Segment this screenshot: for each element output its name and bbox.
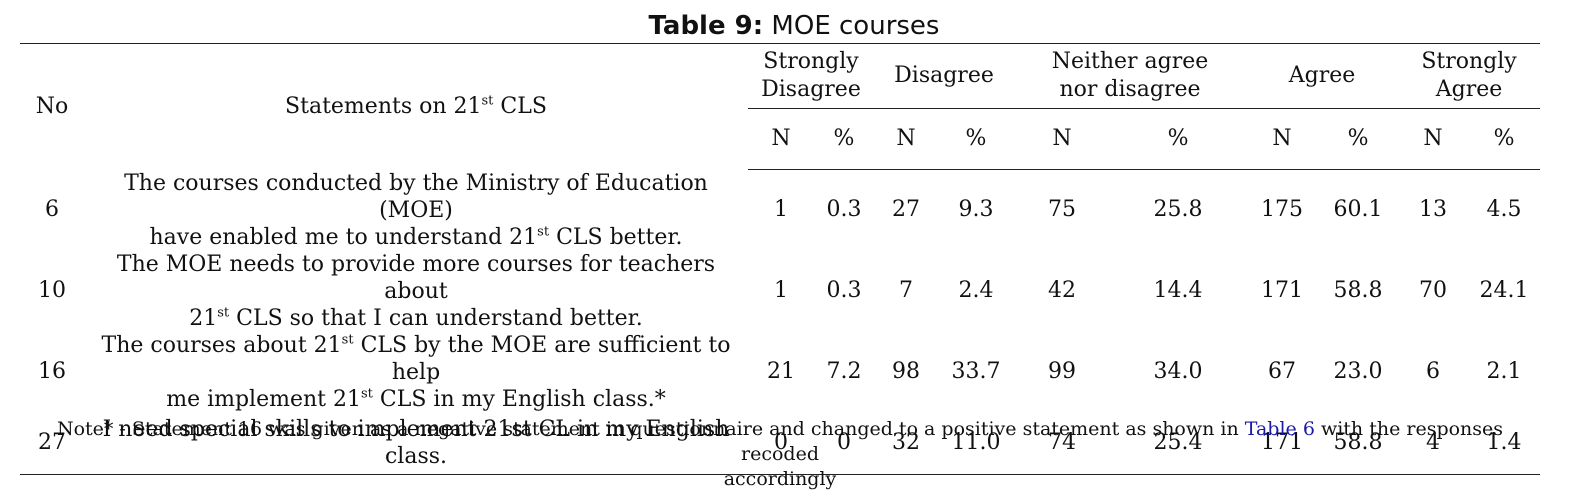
cell-value: 67 <box>1268 359 1297 384</box>
cell-value: 13 <box>1419 197 1448 223</box>
row-statement: The MOE needs to provide more courses fo… <box>116 251 716 331</box>
cell-value: 21 <box>767 359 795 384</box>
cell-value: 1.4 <box>1468 412 1541 475</box>
header-no: No <box>20 43 84 170</box>
sub-header: % <box>1110 108 1247 170</box>
table-row: 6 The courses conducted by the Ministry … <box>20 170 1540 251</box>
row-statement: I need special skills to implement 21st … <box>84 412 748 475</box>
cell-value: 0 <box>748 412 814 475</box>
sub-header: % <box>814 108 874 170</box>
header-statements: Statements on 21st CLS <box>84 43 748 170</box>
cell-value: 25.4 <box>1110 412 1247 475</box>
cell-value: 32 <box>874 412 938 475</box>
row-no: 10 <box>38 278 66 303</box>
table-row: 16 The courses about 21st CLS by the MOE… <box>20 332 1540 413</box>
cell-value: 58.8 <box>1318 412 1399 475</box>
cell-value: 23.0 <box>1333 359 1383 384</box>
row-no: 6 <box>45 197 59 222</box>
header-strongly-agree: Strongly Agree <box>1398 43 1541 109</box>
cell-value: 33.7 <box>951 359 1001 384</box>
table-caption: Table 9: MOE courses <box>0 8 1588 44</box>
header-strongly-disagree: Strongly Disagree <box>748 43 874 109</box>
row-no: 27 <box>20 412 84 475</box>
cell-value: 24.1 <box>1479 278 1529 303</box>
cell-value: 98 <box>892 359 920 384</box>
header-row-groups: No Statements on 21st CLS Strongly Disag… <box>20 43 1541 170</box>
sub-header: N <box>748 108 814 170</box>
row-statement: The courses conducted by the Ministry of… <box>124 170 708 250</box>
row-no: 16 <box>38 359 66 384</box>
cell-value: 2.4 <box>958 278 994 303</box>
cell-value: 1 <box>774 278 788 303</box>
table-note: Note* - Statement 16 was given as a nega… <box>56 418 1504 490</box>
sub-header: N <box>1398 108 1469 170</box>
cell-value: 60.1 <box>1333 197 1383 223</box>
cell-value: 171 <box>1261 278 1304 303</box>
cell-value: 70 <box>1419 278 1448 303</box>
cell-value: 2.1 <box>1486 359 1522 384</box>
cell-value: 75 <box>1048 197 1077 223</box>
cell-value: 34.0 <box>1153 359 1203 384</box>
header-neither: Neither agree nor disagree <box>1014 43 1247 109</box>
cell-value: 7.2 <box>826 359 862 384</box>
table-row: 10 The MOE needs to provide more courses… <box>20 251 1540 332</box>
table-row: 27 I need special skills to implement 21… <box>20 412 1541 475</box>
cell-value: 74 <box>1014 412 1111 475</box>
header-agree: Agree <box>1246 43 1399 109</box>
cell-value: 11.0 <box>938 412 1015 475</box>
sub-header: % <box>938 108 1015 170</box>
cell-value: 175 <box>1261 197 1304 223</box>
cell-value: 58.8 <box>1333 278 1383 303</box>
sub-header: N <box>1014 108 1111 170</box>
table-title: MOE courses <box>771 11 940 41</box>
cell-value: 1 <box>774 197 788 223</box>
cell-value: 25.8 <box>1153 197 1203 223</box>
moe-courses-table: No Statements on 21st CLS Strongly Disag… <box>20 43 1541 475</box>
cell-value: 0.3 <box>826 197 862 223</box>
cell-value: 4 <box>1398 412 1469 475</box>
cell-value: 27 <box>892 197 920 223</box>
sub-header: % <box>1318 108 1399 170</box>
cell-value: 9.3 <box>958 197 994 223</box>
cell-value: 7 <box>899 278 913 303</box>
table-6-link[interactable]: Table 6 <box>1244 418 1315 440</box>
row-statement: The courses about 21st CLS by the MOE ar… <box>101 332 731 412</box>
cell-value: 99 <box>1048 359 1077 384</box>
header-disagree: Disagree <box>874 43 1015 109</box>
cell-value: 0 <box>814 412 874 475</box>
cell-value: 42 <box>1048 278 1077 303</box>
header-row-sub: N % N % N % N % N % <box>20 108 1541 170</box>
sub-header: N <box>874 108 938 170</box>
sub-header: % <box>1468 108 1541 170</box>
cell-value: 6 <box>1426 359 1441 384</box>
sub-header: N <box>1246 108 1319 170</box>
cell-value: 171 <box>1246 412 1319 475</box>
table-number: Table 9: <box>648 11 764 41</box>
cell-value: 0.3 <box>826 278 862 303</box>
cell-value: 4.5 <box>1486 197 1522 223</box>
cell-value: 14.4 <box>1153 278 1203 303</box>
